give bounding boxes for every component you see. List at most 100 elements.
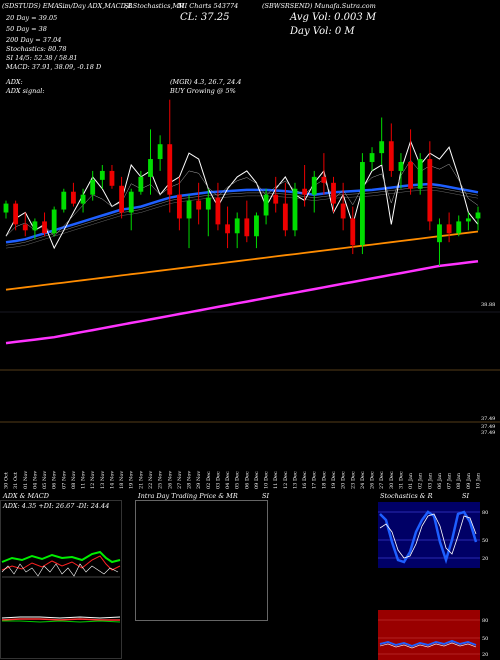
smoothed-price-line	[5, 159, 479, 237]
adx-plus-di-line	[1, 550, 121, 564]
candle-body	[398, 162, 404, 171]
x-tick-label: 11 Nov	[81, 471, 87, 489]
header-title-5: (SBWSRSEND) Munafa.Sutra.com	[262, 2, 376, 10]
stoch-tick-20: 20	[482, 556, 488, 562]
x-tick-label: 03 Dec	[215, 471, 221, 489]
x-tick-label: 18 Dec	[321, 471, 327, 489]
x-tick-label: 28 Nov	[187, 471, 193, 489]
candle-body	[71, 191, 76, 204]
x-tick-label: 06 Dec	[244, 471, 250, 489]
x-tick-label: 17 Dec	[312, 471, 318, 489]
candle-body	[254, 215, 259, 237]
candle-body	[475, 212, 481, 219]
candle-body	[215, 197, 221, 225]
candle-body	[302, 188, 308, 195]
candle-body	[321, 176, 327, 183]
x-tick-label: 31 Oct	[13, 472, 19, 489]
stoch-panel-title: Stochastics & R	[380, 492, 433, 500]
x-tick-label: 31 Dec	[398, 471, 404, 489]
macd-signal-line	[1, 618, 120, 621]
stoch-k-line	[379, 510, 478, 565]
adx-panel-title: ADX & MACD	[3, 492, 49, 500]
candle-body	[427, 159, 433, 222]
si-tick-80: 80	[482, 618, 488, 624]
price-label-1: 38.88	[481, 302, 495, 308]
si-line	[379, 639, 477, 648]
candle-body	[234, 218, 240, 234]
x-tick-label: 26 Nov	[167, 471, 173, 489]
candle-body	[465, 218, 471, 222]
candle-body	[225, 224, 230, 234]
stochastics-panel: 80 50 20 80 50 20	[378, 502, 488, 660]
candle-body	[51, 209, 57, 234]
header-title-2: Sim/Day ADX,MACD,B	[58, 2, 133, 10]
ma20-line	[5, 182, 479, 244]
x-tick-label: 06 Nov	[52, 471, 58, 489]
candle-body	[360, 162, 365, 246]
x-tick-label: 19 Dec	[331, 471, 337, 489]
x-tick-label: 06 Jan	[437, 472, 443, 489]
candle-body	[22, 224, 28, 231]
intraday-mr-panel	[135, 500, 268, 621]
candle-body	[311, 176, 317, 195]
x-tick-label: 18 Nov	[119, 471, 125, 489]
x-tick-label: 22 Nov	[148, 471, 154, 489]
adx-value: (MGR) 4.3, 26.7, 24.4	[170, 78, 242, 86]
candle-body	[196, 200, 202, 210]
candle-body	[456, 221, 462, 234]
x-tick-label: 11 Dec	[273, 471, 279, 489]
info-si: SI 14/5: 52.38 / 58.81	[6, 54, 78, 62]
avg-volume: Avg Vol: 0.003 M	[290, 12, 377, 23]
stoch-panel-si: SI	[462, 492, 470, 500]
ma50-line	[5, 230, 479, 291]
x-tick-label: 30 Dec	[389, 471, 395, 489]
si-tick-50: 50	[482, 636, 488, 642]
candle-body	[446, 224, 452, 234]
ma20-envelope-lower	[5, 186, 479, 246]
candle-body	[32, 221, 38, 231]
candle-body	[350, 218, 356, 246]
candle-body	[340, 203, 346, 219]
price-label-2: 37.49	[481, 416, 495, 422]
info-ma20: 20 Day = 39.05	[6, 14, 58, 22]
candle-body	[273, 194, 279, 204]
candle-body	[42, 221, 47, 234]
candle-body	[282, 203, 288, 231]
x-tick-label: 24 Dec	[360, 471, 366, 489]
x-tick-label: 12 Nov	[90, 471, 96, 489]
candle-body	[138, 176, 144, 192]
x-tick-label: 03 Jan	[427, 472, 433, 489]
si-bg	[378, 610, 480, 660]
x-tick-label: 01 Jan	[408, 472, 414, 489]
x-tick-label: 12 Dec	[283, 471, 289, 489]
x-tick-label: 21 Nov	[138, 471, 144, 489]
ma200-line	[5, 259, 479, 345]
info-macd: MACD: 37.91, 38.09, -0.18 D	[6, 63, 102, 71]
x-tick-label: 23 Dec	[350, 471, 356, 489]
x-tick-label: 13 Dec	[292, 471, 298, 489]
adx-signal-label: ADX signal:	[6, 87, 45, 95]
si-signal-line	[379, 642, 477, 649]
main-price-chart: 30 Oct 31 Oct 01 Nov 04 Nov 05 Nov 06 Nov 07 N…	[0, 99, 500, 489]
x-tick-label: 16 Dec	[302, 471, 308, 489]
mr-panel-title: Intra Day Trading Price & MR	[138, 492, 238, 500]
candle-body	[437, 224, 442, 243]
x-tick-label: 04 Nov	[32, 471, 38, 489]
ma20-envelope-lower-2	[5, 189, 479, 249]
candle-body	[157, 144, 163, 160]
candle-body	[388, 141, 394, 171]
macd-histogram-line	[2, 620, 121, 623]
x-tick-label: 27 Nov	[177, 471, 183, 489]
stoch-d-line	[379, 513, 477, 559]
day-volume: Day Vol: 0 M	[290, 26, 355, 37]
candle-body	[292, 188, 298, 231]
x-tick-label: 10 Jan	[476, 472, 482, 489]
candle-body	[186, 200, 192, 219]
candle-body	[99, 170, 105, 180]
price-label-4: 37.49	[481, 430, 495, 436]
price-label-3: 37.49	[481, 424, 495, 430]
candle-body	[417, 159, 423, 189]
candle-body	[205, 197, 211, 210]
candle-body	[176, 194, 182, 219]
macd-line	[1, 616, 121, 619]
